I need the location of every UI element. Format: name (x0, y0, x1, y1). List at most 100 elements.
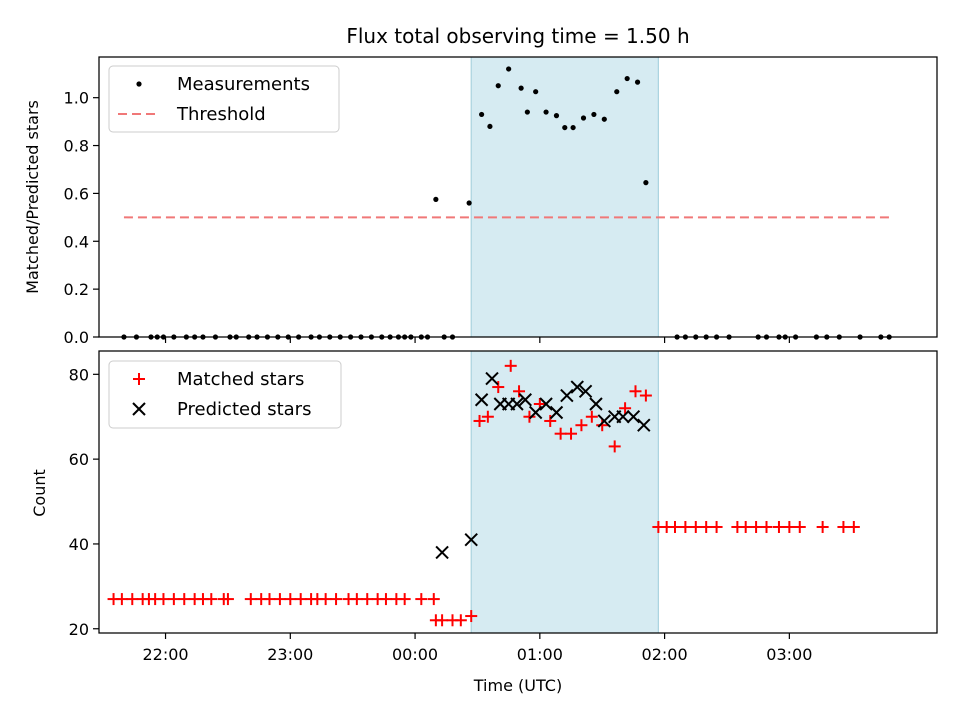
data-point (524, 109, 530, 115)
data-point (361, 593, 374, 606)
data-point (575, 419, 588, 432)
data-point (492, 381, 505, 394)
data-point (528, 405, 543, 420)
data-point (565, 427, 578, 440)
data-point (634, 79, 641, 85)
data-point (544, 414, 557, 427)
data-point (700, 520, 713, 533)
data-point (473, 414, 486, 427)
y-tick-label: 40 (69, 535, 89, 554)
data-point (205, 593, 218, 606)
data-point (474, 393, 489, 407)
x-tick-label: 03:00 (766, 645, 812, 664)
y-axis-ticks-counts: 20 40 60 80 (69, 365, 99, 639)
panel-counts: Count Time (UTC) 20 40 60 80 22:00 23:00 00:0… (30, 350, 938, 695)
data-point (637, 418, 651, 432)
x-tick-label: 00:00 (392, 645, 438, 664)
y-axis-label-ratio: Matched/Predicted stars (23, 100, 42, 294)
data-point (626, 410, 641, 424)
x-axis-ticks-counts: 22:00 23:00 00:00 01:00 02:00 03:00 (142, 633, 812, 664)
data-point (518, 85, 524, 91)
x-tick-label: 02:00 (642, 645, 688, 664)
data-point (710, 520, 723, 533)
data-point (629, 385, 642, 398)
data-point (435, 545, 449, 560)
data-point (157, 593, 170, 606)
data-point (433, 196, 439, 202)
y-tick-label: 0.4 (64, 232, 89, 251)
data-point (533, 89, 539, 95)
data-point (616, 410, 630, 424)
y-tick-label: 0.6 (64, 184, 89, 203)
shaded-observing-window (471, 57, 659, 337)
data-point (481, 410, 494, 423)
x-axis-label: Time (UTC) (473, 676, 562, 695)
data-point (554, 427, 567, 440)
data-point (596, 419, 609, 432)
x-tick-label: 23:00 (267, 645, 313, 664)
data-point (837, 520, 850, 533)
data-point (466, 200, 472, 206)
data-point (126, 593, 139, 606)
axes-frame-ratio (98, 56, 938, 338)
data-point (580, 115, 587, 121)
y-tick-label: 60 (69, 450, 89, 469)
data-point (263, 593, 276, 606)
data-point (523, 410, 536, 423)
data-point (495, 83, 501, 89)
data-point (619, 402, 632, 415)
data-point (560, 388, 574, 403)
data-point (539, 397, 553, 411)
legend-marker-predicted (132, 402, 146, 416)
y-tick-label: 0.2 (64, 280, 89, 299)
data-point (330, 593, 343, 606)
data-point (578, 384, 593, 398)
data-point (427, 593, 440, 606)
legend-marker-matched (133, 373, 145, 385)
data-point (506, 66, 512, 72)
data-point (589, 397, 603, 411)
data-point (689, 520, 702, 533)
data-point (415, 593, 428, 606)
data-point (479, 111, 485, 118)
data-point (783, 520, 796, 533)
data-point (793, 520, 806, 533)
data-point (553, 113, 560, 119)
legend-label-threshold: Threshold (176, 104, 266, 125)
data-point (504, 359, 517, 372)
legend-marker-measurements (136, 81, 142, 87)
observing-window-shade-top (470, 57, 659, 337)
data-point (221, 593, 234, 606)
x-axis-ticks-ratio (164, 337, 790, 343)
legend-label-measurements: Measurements (177, 74, 310, 95)
data-point (379, 593, 392, 606)
data-point (739, 520, 752, 533)
data-point (585, 410, 598, 423)
data-point (847, 520, 860, 533)
legend-counts: Matched stars Predicted stars (108, 360, 342, 429)
panel-ratio: Flux total observing time = 1.50 h Match… (23, 24, 938, 347)
y-tick-label: 80 (69, 365, 89, 384)
data-point (464, 532, 478, 547)
data-point (485, 371, 499, 386)
data-point (513, 385, 526, 398)
data-point (570, 380, 584, 394)
data-point (294, 593, 307, 606)
data-point (570, 124, 576, 131)
data-point (115, 593, 128, 606)
data-point (518, 393, 532, 407)
data-point (679, 520, 692, 533)
data-point (244, 593, 257, 606)
y-axis-label-counts: Count (30, 469, 49, 517)
data-point (668, 520, 681, 533)
data-point (487, 123, 493, 130)
data-point (772, 520, 785, 533)
series-predicted-stars (435, 371, 651, 560)
x-tick-label: 22:00 (142, 645, 188, 664)
data-point (543, 109, 549, 115)
legend-box-ratio (108, 65, 340, 133)
series-matched-stars (107, 359, 860, 627)
chart-title: Flux total observing time = 1.50 h (346, 24, 689, 48)
data-point (167, 593, 180, 606)
